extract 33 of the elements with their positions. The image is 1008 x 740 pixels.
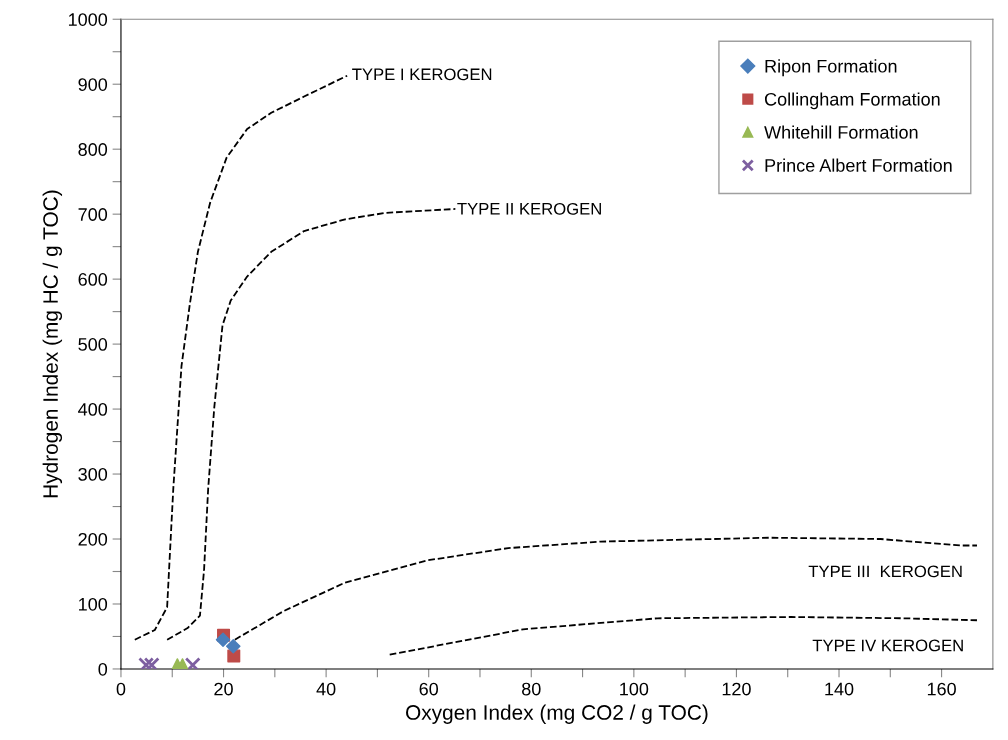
x-tick-label: 160 [927,682,956,696]
y-tick-label: 700 [78,208,108,221]
y-axis-title: Hydrogen Index (mg HC / g TOC) [42,190,63,498]
y-tick-label: 1000 [68,13,108,26]
x-tick-label: 100 [620,682,649,696]
y-tick-label: 600 [78,273,108,286]
annotation: TYPE I KEROGEN [352,68,492,81]
y-tick-label: 400 [78,403,108,416]
line-series [166,208,457,641]
legend-label: Collingham Formation [764,92,940,110]
x-tick-label: 60 [419,682,439,696]
x-tick-label: 120 [722,682,751,696]
y-tick-label: 300 [78,467,108,481]
legend-label: Prince Albert Formation [765,158,952,172]
annotation: TYPE II KEROGEN [457,202,601,215]
x-tick-label: 140 [825,682,854,696]
annotation: TYPE IV KEROGEN [812,639,963,652]
legend-label: Ripon Formation [765,59,897,77]
y-tick-label: 200 [78,532,108,546]
x-tick-label: 40 [316,682,336,696]
y-tick-label: 800 [78,143,108,156]
x-tick-label: 0 [116,682,126,696]
x-tick-label: 80 [522,682,541,696]
annotation: TYPE III KEROGEN [808,565,962,578]
y-tick-label: 500 [78,338,108,351]
y-tick-label: 0 [98,662,108,676]
y-tick-label: 100 [79,597,108,611]
y-tick-label: 900 [78,78,108,91]
x-axis-title: Oxygen Index (mg CO2 / g TOC) [406,704,708,724]
line-series [133,74,349,641]
legend-label: Whitehill Formation [764,125,918,139]
line-series [388,616,978,656]
x-tick-label: 20 [214,682,233,696]
